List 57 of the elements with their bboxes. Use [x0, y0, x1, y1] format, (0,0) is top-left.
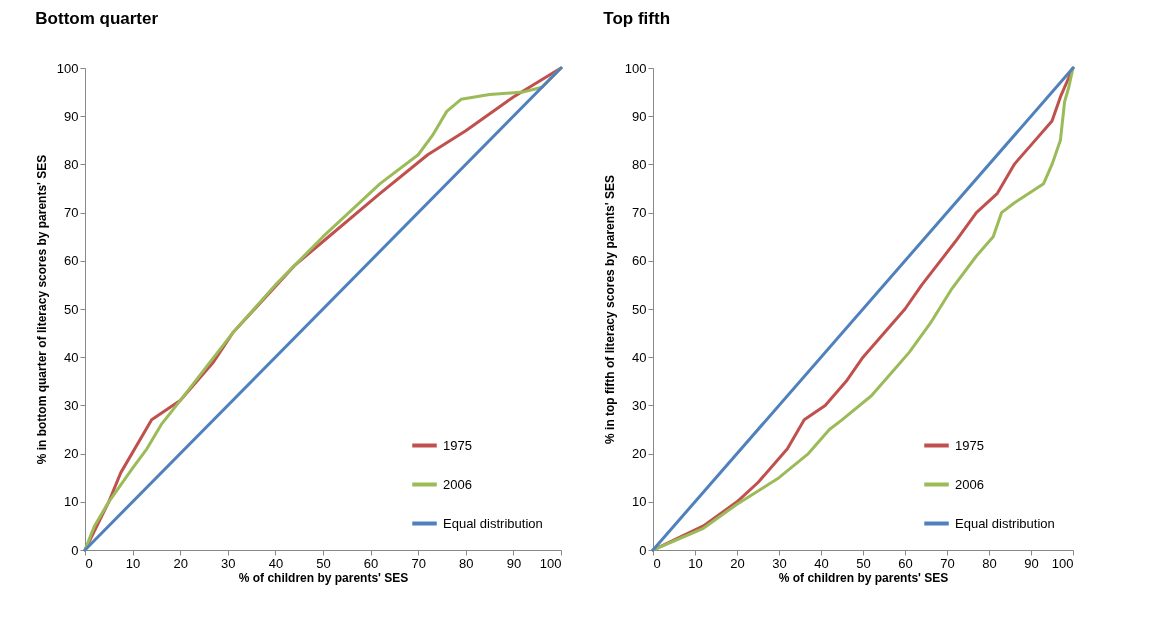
y-tick-label: 50 [64, 301, 79, 317]
x-tick-label: 100 [1051, 555, 1074, 571]
y-axis-title: % in top fifth of literacy scores by parents' SES [602, 175, 617, 444]
y-tick-label: 0 [71, 542, 79, 558]
x-tick-label: 40 [814, 555, 829, 571]
x-tick-label: 50 [316, 555, 331, 571]
x-tick-label: 60 [363, 555, 379, 571]
y-tick-label: 90 [64, 108, 79, 124]
legend-label: 2006 [955, 476, 984, 492]
chart-title: Bottom quarter [35, 9, 159, 28]
y-tick-label: 60 [64, 253, 79, 269]
y-tick-label: 100 [624, 60, 647, 76]
y-tick-label: 50 [632, 301, 647, 317]
x-tick-label: 10 [688, 555, 703, 571]
x-tick-label: 50 [856, 555, 871, 571]
x-tick-label: 70 [940, 555, 955, 571]
x-tick-label: 60 [898, 555, 913, 571]
y-tick-label: 20 [632, 446, 647, 462]
y-tick-label: 100 [56, 60, 79, 76]
x-axis-title: % of children by parents' SES [238, 570, 409, 585]
y-tick-label: 40 [64, 349, 79, 365]
y-tick-label: 70 [632, 205, 647, 221]
y-tick-label: 30 [64, 397, 79, 413]
y-tick-label: 40 [632, 349, 647, 365]
x-axis-title: % of children by parents' SES [778, 570, 949, 585]
x-tick-label: 40 [268, 555, 284, 571]
x-tick-label: 90 [506, 555, 522, 571]
y-tick-label: 20 [64, 446, 79, 462]
x-tick-label: 70 [411, 555, 426, 571]
y-tick-label: 30 [632, 397, 647, 413]
legend-label: 2006 [443, 476, 472, 492]
x-tick-label: 10 [125, 555, 141, 571]
x-tick-label: 80 [459, 555, 474, 571]
y-tick-label: 60 [632, 253, 647, 269]
y-tick-label: 70 [64, 205, 79, 221]
y-tick-label: 90 [632, 108, 647, 124]
legend-label: Equal distribution [443, 515, 543, 531]
x-tick-label: 20 [730, 555, 745, 571]
x-tick-label: 0 [85, 555, 93, 571]
y-axis-title: % in bottom quarter of literacy scores by parents' SES [34, 154, 49, 465]
y-tick-label: 10 [632, 494, 647, 510]
x-tick-label: 90 [1024, 555, 1039, 571]
x-tick-label: 80 [982, 555, 997, 571]
x-tick-label: 20 [173, 555, 188, 571]
x-tick-label: 0 [653, 555, 661, 571]
x-tick-label: 100 [539, 555, 562, 571]
y-tick-label: 0 [639, 542, 647, 558]
y-tick-label: 80 [632, 156, 647, 172]
chart-title: Top fifth [603, 9, 671, 28]
y-tick-label: 10 [64, 494, 79, 510]
x-tick-label: 30 [221, 555, 236, 571]
line-series [651, 66, 1075, 552]
legend-label: Equal distribution [955, 515, 1055, 531]
x-tick-label: 30 [772, 555, 787, 571]
legend-label: 1975 [443, 437, 472, 453]
y-tick-label: 80 [64, 156, 79, 172]
legend-label: 1975 [955, 437, 984, 453]
